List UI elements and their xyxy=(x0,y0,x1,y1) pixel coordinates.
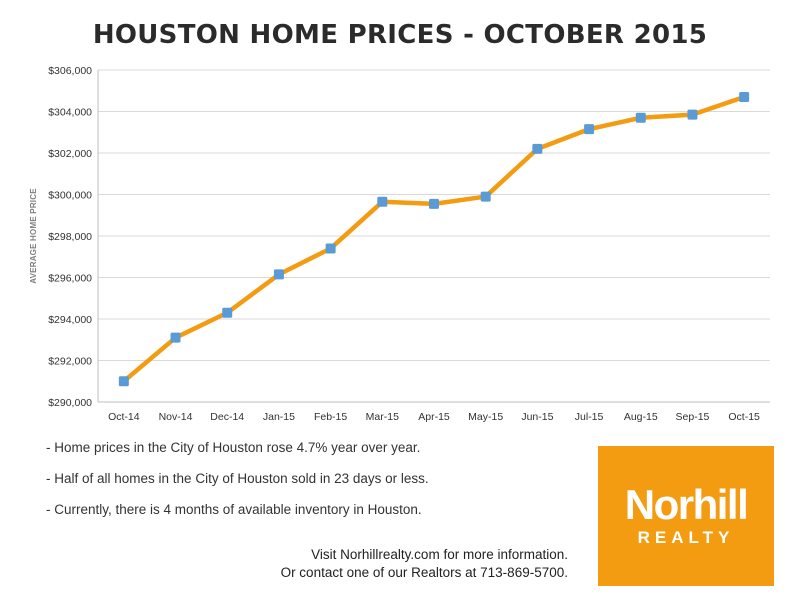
data-point xyxy=(377,196,388,207)
y-tick-label: $298,000 xyxy=(48,231,92,243)
data-point xyxy=(170,332,181,343)
x-tick-label: Sep-15 xyxy=(676,411,710,423)
data-point xyxy=(532,143,543,154)
y-tick-labels: $290,000 $292,000 $294,000 $296,000 $298,000… xyxy=(48,65,92,409)
note-item: - Currently, there is 4 months of availa… xyxy=(46,502,422,517)
data-point xyxy=(118,376,129,387)
y-tick-label: $292,000 xyxy=(48,356,92,368)
data-point xyxy=(635,112,646,123)
y-tick-label: $290,000 xyxy=(48,397,92,409)
data-point xyxy=(584,124,595,135)
note-item: - Home prices in the City of Houston ros… xyxy=(46,440,421,455)
gridlines xyxy=(98,69,770,361)
data-point xyxy=(273,269,284,280)
notes-list: - Home prices in the City of Houston ros… xyxy=(46,440,429,533)
y-axis-label: AVERAGE HOME PRICE xyxy=(29,188,38,284)
data-point xyxy=(687,109,698,120)
series-price xyxy=(118,91,750,387)
x-tick-label: Jan-15 xyxy=(263,411,295,423)
logo-wordmark: Norhill xyxy=(624,481,749,528)
x-tick-label: Apr-15 xyxy=(418,411,450,423)
data-point xyxy=(222,307,233,318)
data-point xyxy=(739,91,750,102)
data-point xyxy=(480,191,491,202)
y-tick-label: $296,000 xyxy=(48,273,92,285)
x-tick-label: Jul-15 xyxy=(575,411,604,423)
data-point xyxy=(429,198,439,209)
x-tick-labels: Oct-14 Nov-14 Dec-14 Jan-15 Feb-15 Mar-15 Apr-… xyxy=(108,411,760,423)
series-line xyxy=(121,94,747,384)
x-tick-label: Feb-15 xyxy=(314,411,347,423)
x-tick-label: Dec-14 xyxy=(210,411,244,423)
y-tick-label: $294,000 xyxy=(48,314,92,326)
y-tick-label: $302,000 xyxy=(48,148,92,160)
data-point xyxy=(325,243,336,254)
x-tick-label: Mar-15 xyxy=(366,411,399,423)
x-tick-label: May-15 xyxy=(468,411,503,423)
note-item: - Half of all homes in the City of Houst… xyxy=(46,471,429,486)
line-chart: $290,000 $292,000 $294,000 $296,000 $298,000… xyxy=(29,65,770,423)
x-tick-label: Jun-15 xyxy=(521,411,553,423)
x-tick-label: Oct-15 xyxy=(728,411,760,423)
logo-subtitle: REALTY xyxy=(637,528,735,547)
y-tick-label: $300,000 xyxy=(48,190,92,202)
norhill-realty-logo: Norhill REALTY xyxy=(598,446,774,586)
y-tick-label: $306,000 xyxy=(48,65,92,77)
chart-title: HOUSTON HOME PRICES - OCTOBER 2015 xyxy=(92,20,708,50)
x-tick-label: Aug-15 xyxy=(624,411,658,423)
x-tick-label: Nov-14 xyxy=(159,411,193,423)
y-tick-label: $304,000 xyxy=(48,107,92,119)
contact-footer: Visit Norhillrealty.com for more informa… xyxy=(200,546,568,582)
x-tick-label: Oct-14 xyxy=(108,411,140,423)
footer-website-line: Visit Norhillrealty.com for more informa… xyxy=(311,547,568,562)
footer-phone-line: Or contact one of our Realtors at 713-86… xyxy=(280,565,568,580)
